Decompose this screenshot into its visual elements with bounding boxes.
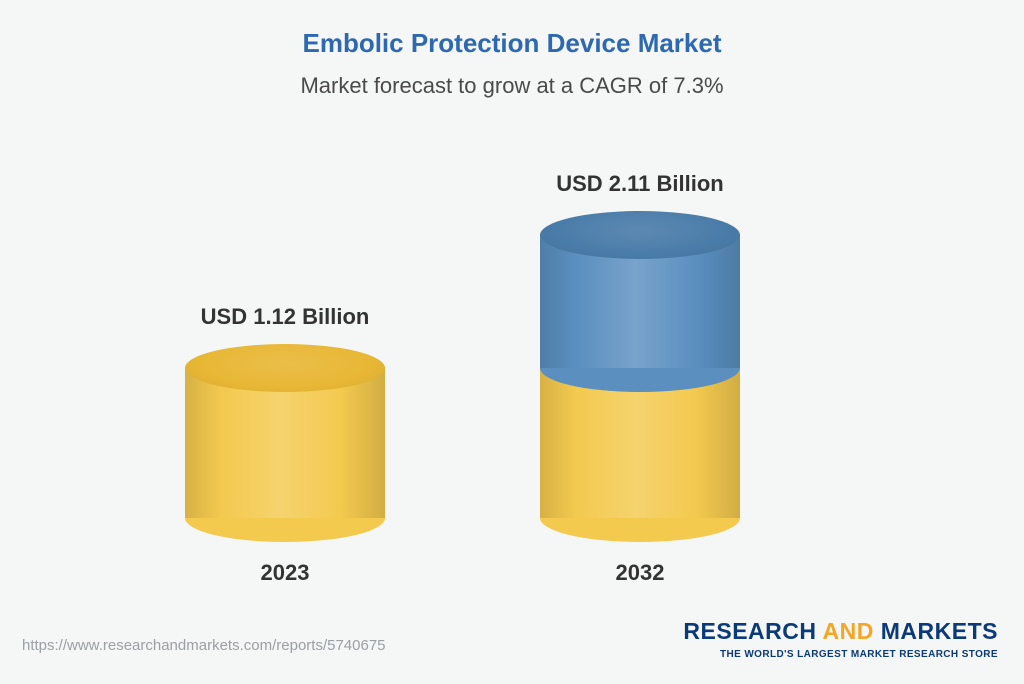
brand-block: RESEARCH AND MARKETS THE WORLD'S LARGEST… (683, 618, 998, 660)
cylinder-top-ellipse (540, 211, 740, 259)
bar-year-label: 2023 (185, 560, 385, 586)
brand-word-and: AND (823, 618, 874, 644)
chart-title: Embolic Protection Device Market (0, 0, 1024, 59)
bar-value-label: USD 1.12 Billion (155, 304, 415, 330)
chart-area: USD 1.12 Billion 2023 USD 2.11 Billion 2032 (0, 130, 1024, 594)
brand-word-markets: MARKETS (881, 618, 998, 644)
cylinder-top-ellipse (185, 344, 385, 392)
brand-word-research: RESEARCH (683, 618, 816, 644)
brand-wordmark: RESEARCH AND MARKETS (683, 618, 998, 645)
brand-tagline: THE WORLD'S LARGEST MARKET RESEARCH STOR… (683, 649, 998, 660)
bar-value-label: USD 2.11 Billion (510, 171, 770, 197)
infographic-container: Embolic Protection Device Market Market … (0, 0, 1024, 684)
bar-year-label: 2032 (540, 560, 740, 586)
source-url: https://www.researchandmarkets.com/repor… (22, 637, 386, 654)
chart-subtitle: Market forecast to grow at a CAGR of 7.3… (0, 59, 1024, 99)
